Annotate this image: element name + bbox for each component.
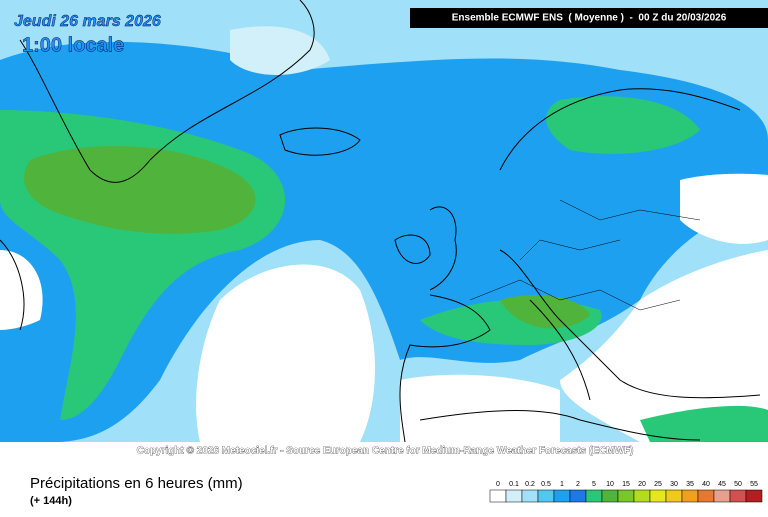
- legend-label: 1: [560, 481, 564, 488]
- legend-swatch: [697, 489, 715, 503]
- variable-label: Précipitations en 6 heures (mm): [30, 475, 243, 492]
- run-label: Ensemble ECMWF ENS ( Moyenne ) - 00 Z du…: [452, 13, 727, 24]
- legend: 0 0.1 0.2 0.5 1 2 5 10 15 20 25 30 35 40 45 50 55: [489, 481, 763, 503]
- legend-label: 0.2: [525, 481, 535, 488]
- lead-label: (+ 144h): [30, 495, 72, 507]
- credit: Copyright © 2026 Meteociel.fr - Source E…: [137, 446, 634, 457]
- legend-swatch: [489, 489, 507, 503]
- coastlines: [0, 0, 761, 443]
- legend-swatch: [633, 489, 651, 503]
- legend-swatch: [537, 489, 555, 503]
- legend-swatch: [713, 489, 731, 503]
- legend-swatch: [745, 489, 763, 503]
- legend-label: 30: [670, 481, 678, 488]
- precip-field: [0, 0, 768, 443]
- legend-label: 50: [734, 481, 742, 488]
- legend-swatch: [521, 489, 539, 503]
- legend-label: 15: [622, 481, 630, 488]
- legend-swatch: [617, 489, 635, 503]
- legend-swatch: [729, 489, 747, 503]
- time-label: 1:00 locale: [22, 34, 124, 56]
- legend-label: 2: [576, 481, 580, 488]
- legend-label: 35: [686, 481, 694, 488]
- legend-label: 0.5: [541, 481, 551, 488]
- legend-label: 40: [702, 481, 710, 488]
- legend-label: 10: [606, 481, 614, 488]
- legend-swatch: [553, 489, 571, 503]
- run-banner: [410, 8, 768, 28]
- legend-swatch: [601, 489, 619, 503]
- legend-label: 0.1: [509, 481, 519, 488]
- legend-swatch: [681, 489, 699, 503]
- legend-label: 55: [750, 481, 758, 488]
- legend-swatch: [649, 489, 667, 503]
- footer-panel: [0, 464, 768, 512]
- legend-swatch: [585, 489, 603, 503]
- legend-swatch: [569, 489, 587, 503]
- legend-label: 20: [638, 481, 646, 488]
- legend-swatch: [505, 489, 523, 503]
- date-label: Jeudi 26 mars 2026: [14, 13, 161, 30]
- legend-label: 0: [496, 481, 500, 488]
- borders: [469, 199, 701, 311]
- legend-label: 5: [592, 481, 596, 488]
- legend-label: 45: [718, 481, 726, 488]
- legend-swatch: [665, 489, 683, 503]
- legend-label: 25: [654, 481, 662, 488]
